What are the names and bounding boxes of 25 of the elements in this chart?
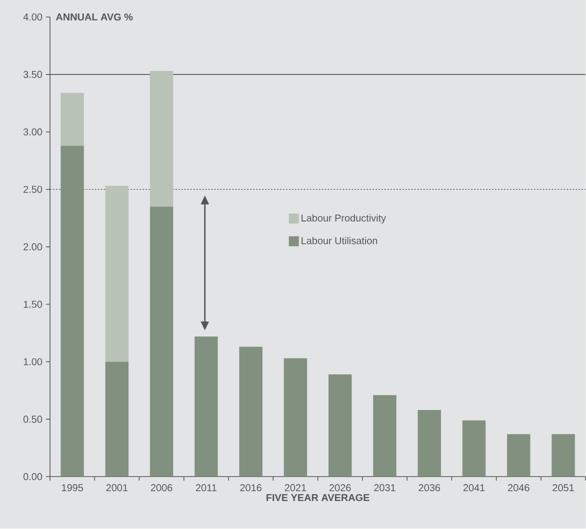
x-tick-label: 2001 xyxy=(106,484,128,492)
x-tick-label: 2036 xyxy=(418,484,440,492)
x-tick-label: 2041 xyxy=(463,484,485,492)
x-tick-label: 1995 xyxy=(62,484,83,492)
y-tick-label: 1.50 xyxy=(24,300,42,308)
x-tick-label: 2006 xyxy=(150,484,172,492)
y-tick-label: 3.50 xyxy=(23,71,42,78)
y-tick-label: 1.00 xyxy=(24,358,42,366)
y-axis-title: ANNUAL AVG % xyxy=(56,14,133,21)
y-tick-label: 0.50 xyxy=(23,416,42,423)
x-tick-label: 2046 xyxy=(508,484,530,492)
x-tick-label: 2026 xyxy=(330,484,351,492)
x-tick-label: 2021 xyxy=(284,484,306,492)
legend-label: Labour Productivity xyxy=(302,214,386,224)
y-tick-label: 3.00 xyxy=(23,128,42,136)
y-tick-label: 4.00 xyxy=(23,14,42,21)
y-tick-label: 2.00 xyxy=(24,243,42,251)
x-tick-label: 2016 xyxy=(240,484,262,492)
x-tick-label: 2051 xyxy=(552,484,574,492)
x-tick-label: 2031 xyxy=(374,484,396,492)
x-axis-title: FIVE YEAR AVERAGE xyxy=(266,494,370,502)
y-tick-label: 0.00 xyxy=(23,473,42,480)
y-tick-label: 2.50 xyxy=(24,186,42,194)
x-tick-label: 2011 xyxy=(196,484,216,492)
legend-label: Labour Utilisation xyxy=(302,237,378,244)
